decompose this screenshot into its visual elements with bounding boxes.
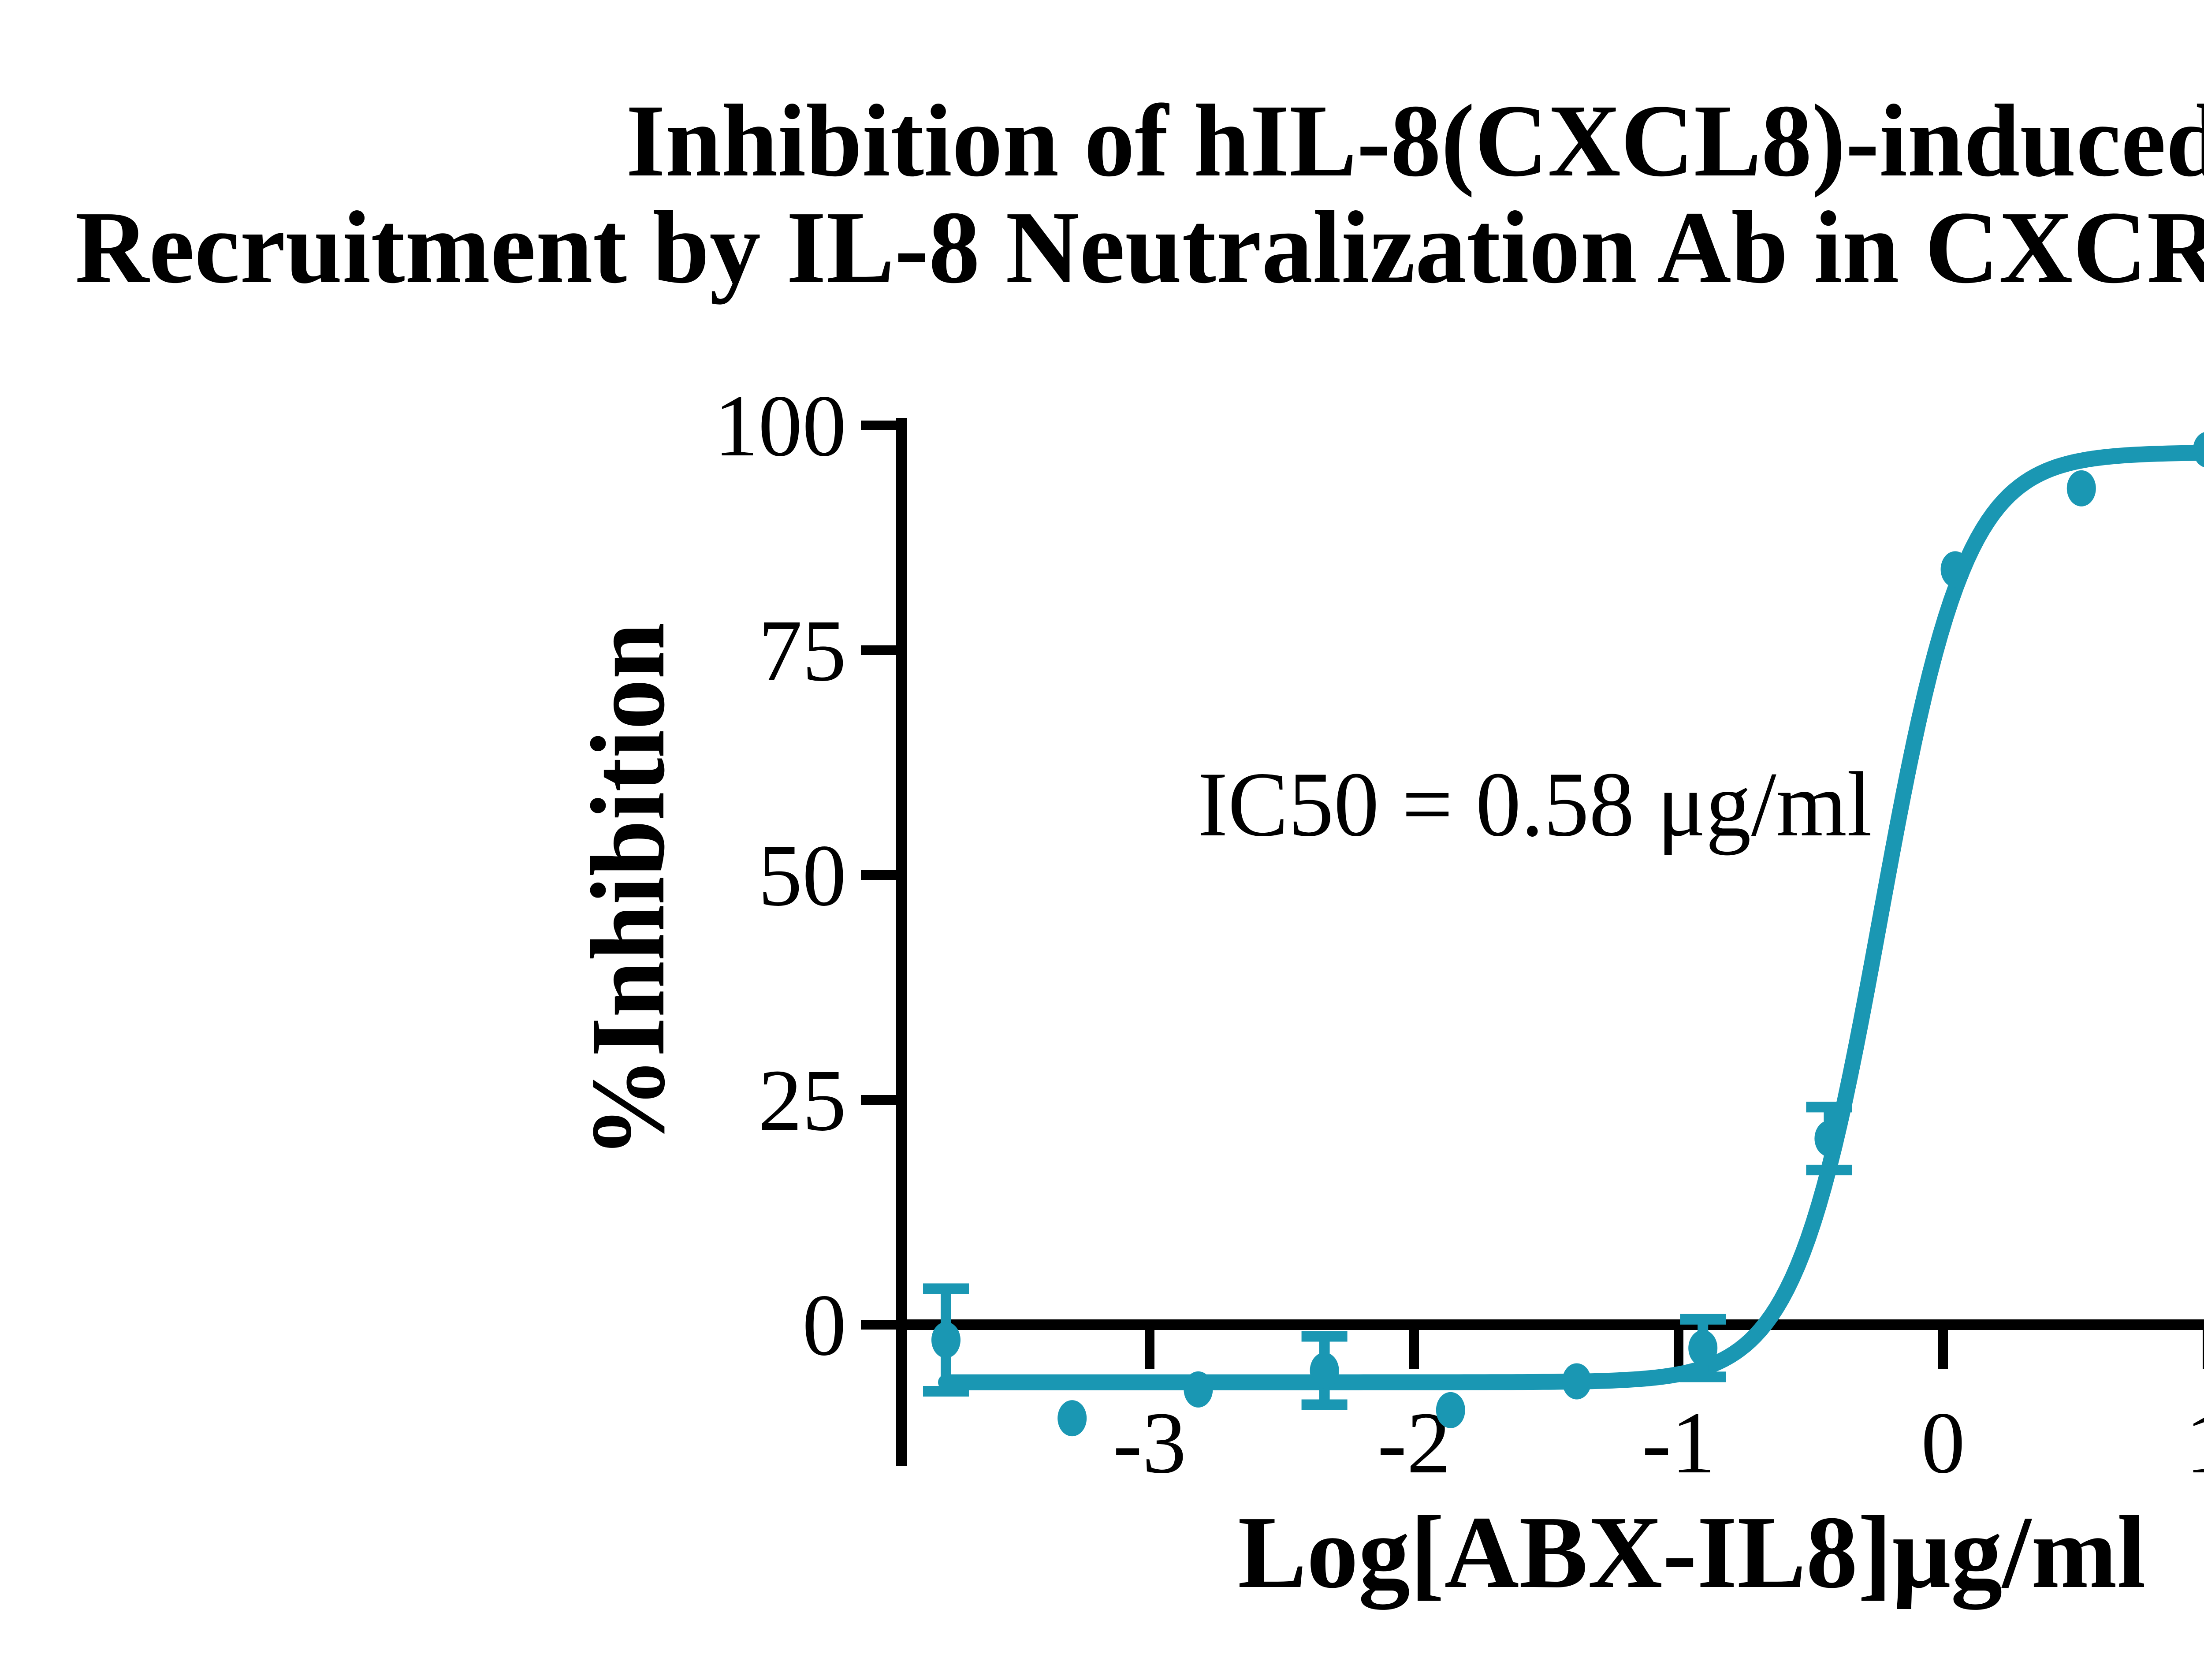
chart-title-line2: Recruitment by IL-8 Neutralization Ab in… bbox=[75, 190, 2204, 305]
data-point-marker bbox=[1057, 1400, 1087, 1437]
y-tick-label: 75 bbox=[758, 602, 846, 700]
ic50-annotation: IC50 = 0.58 μg/ml bbox=[1198, 753, 1872, 856]
data-point-marker bbox=[931, 1322, 961, 1358]
data-point-marker bbox=[2193, 432, 2204, 467]
data-points-layer bbox=[923, 432, 2204, 1437]
x-tick-label: -1 bbox=[1642, 1394, 1716, 1492]
y-tick-label: 100 bbox=[714, 377, 846, 475]
fit-curve-layer bbox=[938, 445, 2204, 1390]
x-tick-label: 1 bbox=[2185, 1394, 2204, 1492]
y-axis-title: %Inhibition bbox=[569, 623, 686, 1158]
data-point-marker bbox=[1436, 1392, 1465, 1428]
fit-curve bbox=[938, 445, 2204, 1390]
data-point-marker bbox=[1814, 1120, 1844, 1157]
data-point-marker bbox=[1562, 1363, 1591, 1400]
x-tick-label: 0 bbox=[1921, 1394, 1965, 1492]
chart-title-line1: Inhibition of hIL-8(CXCL8)-induced β-Arr… bbox=[626, 83, 2204, 198]
data-point-marker bbox=[2066, 470, 2096, 507]
y-tick-label: 25 bbox=[758, 1052, 846, 1149]
y-tick-label: 0 bbox=[802, 1277, 846, 1374]
data-point-marker bbox=[1184, 1371, 1213, 1408]
data-point-marker bbox=[1940, 551, 1970, 588]
data-point-marker bbox=[1688, 1330, 1718, 1367]
x-axis-title: Log[ABX-IL8]μg/ml bbox=[1238, 1495, 2146, 1610]
data-point-marker bbox=[1310, 1352, 1339, 1389]
x-tick-label: -3 bbox=[1113, 1394, 1187, 1492]
y-tick-label: 50 bbox=[758, 827, 846, 924]
